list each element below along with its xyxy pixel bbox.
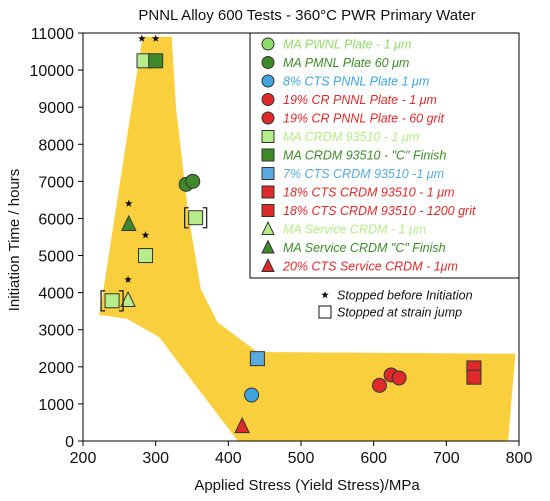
legend-marker xyxy=(261,74,275,88)
data-point xyxy=(104,293,120,309)
legend-label: MA Service CRDM - 1 μm xyxy=(283,223,426,237)
y-tick-label: 1000 xyxy=(38,397,74,414)
y-tick-label: 5000 xyxy=(38,249,74,266)
y-tick-label: 6000 xyxy=(38,211,74,228)
strain-jump-markers xyxy=(100,207,208,312)
legend-label: MA Service CRDM "C" Finish xyxy=(283,241,446,255)
legend-marker xyxy=(261,185,275,199)
y-tick-label: 11000 xyxy=(31,26,74,43)
x-axis: 200 300 400 500 600 700 800 xyxy=(70,441,533,467)
legend-label: MA PWNL Plate - 1 μm xyxy=(283,38,411,52)
note-label: Stopped at strain jump xyxy=(337,306,462,320)
legend-label: 8% CTS PNNL Plate 1 μm xyxy=(283,75,429,89)
legend-label: 19% CR PNNL Plate - 1 μm xyxy=(283,93,437,107)
data-point xyxy=(249,351,265,367)
legend-marker xyxy=(261,167,275,180)
x-tick-label: 800 xyxy=(506,450,533,467)
legend-marker xyxy=(261,257,275,273)
note-square-icon xyxy=(318,305,332,319)
data-point xyxy=(371,377,387,393)
y-tick-label: 3000 xyxy=(38,323,74,340)
y-tick-label: 0 xyxy=(65,434,74,451)
x-tick-label: 700 xyxy=(433,450,460,467)
strain-jump-bracket xyxy=(202,207,208,229)
x-tick-label: 600 xyxy=(360,450,387,467)
y-axis: 0 1000 2000 3000 4000 5000 6000 7000 8000 9000 100… xyxy=(30,26,83,451)
y-tick-label: 7000 xyxy=(38,174,74,191)
legend-marker xyxy=(261,148,275,162)
legend: MA PWNL Plate - 1 μm MA PMNL Plate 60 μm 8… xyxy=(249,32,520,279)
legend-marker xyxy=(261,37,275,51)
x-tick-label: 400 xyxy=(215,450,242,467)
legend-label: 19% CR PNNL Plate - 60 grit xyxy=(283,112,444,126)
x-tick-label: 500 xyxy=(288,450,315,467)
legend-box xyxy=(249,32,520,279)
stopped-star xyxy=(151,34,160,42)
legend-label: MA CRDM 93510 - "C" Finish xyxy=(283,149,446,163)
legend-label: 18% CTS CRDM 93510 - 1200 grit xyxy=(283,204,476,218)
legend-marker xyxy=(261,130,275,143)
y-axis-title: Initiation Time / hours xyxy=(6,169,23,312)
y-tick-label: 9000 xyxy=(38,100,74,117)
y-tick-label: 10000 xyxy=(30,63,75,80)
y-tick-label: 4000 xyxy=(38,286,74,303)
legend-label: 18% CTS CRDM 93510 - 1 μm xyxy=(283,186,454,200)
data-point xyxy=(244,387,260,403)
legend-marker xyxy=(261,111,275,125)
data-markers xyxy=(104,53,482,434)
legend-label: 7% CTS CRDM 93510 -1 μm xyxy=(283,167,444,181)
chart-title: PNNL Alloy 600 Tests - 360°C PWR Primary… xyxy=(138,7,475,24)
legend-label: MA CRDM 93510 - 1 μm xyxy=(283,130,419,144)
stopped-star xyxy=(124,275,132,283)
legend-marker xyxy=(261,220,275,236)
y-tick-label: 8000 xyxy=(38,137,74,154)
stopped-star-markers xyxy=(124,34,160,283)
stopped-star xyxy=(124,199,133,207)
legend-marker xyxy=(261,93,275,106)
y-tick-label: 2000 xyxy=(38,360,74,377)
data-point xyxy=(391,370,407,386)
stopped-star xyxy=(138,34,146,42)
x-tick-label: 200 xyxy=(70,450,97,467)
legend-label: 20% CTS Service CRDM - 1μm xyxy=(282,260,458,274)
stopped-star xyxy=(141,231,150,239)
x-axis-title: Applied Stress (Yield Stress)/MPa xyxy=(194,477,420,494)
strain-jump-bracket xyxy=(183,207,189,229)
data-point xyxy=(137,248,153,264)
data-point xyxy=(185,173,201,189)
data-point xyxy=(466,369,482,385)
legend-label: MA PMNL Plate 60 μm xyxy=(283,56,409,70)
data-point xyxy=(188,210,204,226)
symbol-notes: Stopped before Initiation Stopped at stra… xyxy=(318,289,473,320)
plot-area: 200 300 400 500 600 700 800 0 1000 2000 3000 4000 5… xyxy=(30,26,533,467)
envelope-region xyxy=(99,36,516,441)
note-label: Stopped before Initiation xyxy=(337,289,473,303)
data-point xyxy=(120,290,136,307)
strain-jump-bracket xyxy=(119,290,124,312)
strain-jump-bracket xyxy=(100,290,106,312)
data-point xyxy=(234,416,250,434)
legend-marker xyxy=(261,56,275,69)
x-tick-label: 300 xyxy=(142,450,169,467)
legend-marker xyxy=(261,239,275,254)
data-point xyxy=(120,214,137,231)
legend-marker xyxy=(261,204,275,217)
data-point xyxy=(148,53,164,69)
note-star-icon xyxy=(321,291,329,299)
